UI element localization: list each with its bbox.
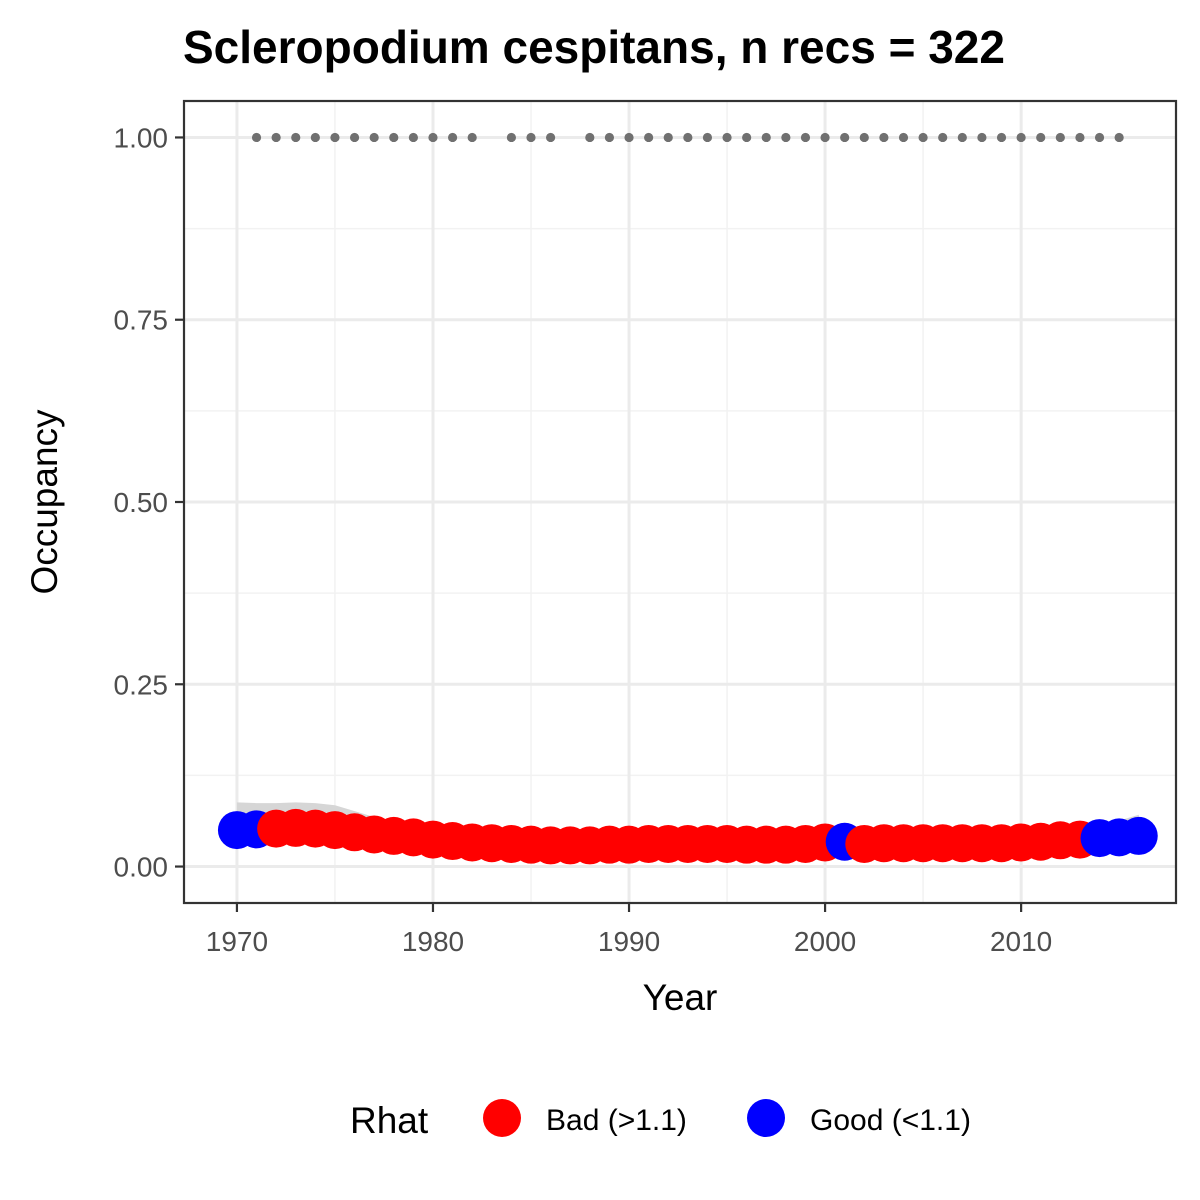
- record-point: [389, 132, 399, 143]
- record-point: [271, 132, 281, 143]
- record-point: [310, 132, 320, 143]
- record-point: [1114, 132, 1124, 143]
- grid-lines: [184, 101, 1176, 903]
- y-tick-label: 0.75: [114, 305, 169, 336]
- record-point: [820, 132, 830, 143]
- record-point: [546, 132, 556, 143]
- legend-label-good: Good (<1.1): [810, 1104, 971, 1137]
- record-point: [644, 132, 654, 143]
- x-tick-label: 1980: [402, 926, 464, 957]
- y-tick-label: 0.25: [114, 669, 169, 700]
- record-point: [996, 132, 1007, 143]
- y-tick-label: 0.50: [114, 487, 169, 518]
- record-point: [1094, 132, 1105, 143]
- x-axis: 1970 1980 1990 2000 2010: [206, 903, 1052, 957]
- legend: Rhat Bad (>1.1) Good (<1.1): [350, 1099, 971, 1141]
- record-point: [977, 132, 987, 143]
- x-tick-label: 1970: [206, 926, 268, 957]
- occupancy-points: [217, 808, 1158, 865]
- legend-key-bad: [483, 1099, 521, 1137]
- record-point: [938, 132, 948, 143]
- y-axis-title: Occupancy: [24, 409, 65, 595]
- record-point: [859, 132, 869, 143]
- record-point: [428, 132, 438, 143]
- record-point: [898, 132, 909, 143]
- record-point: [604, 132, 615, 143]
- y-tick-label: 0.00: [114, 852, 169, 883]
- x-tick-label: 1990: [598, 926, 660, 957]
- record-point: [879, 132, 889, 143]
- record-point: [330, 132, 340, 143]
- record-point: [722, 132, 732, 143]
- occupancy-point-good: [1119, 816, 1158, 855]
- legend-key-good: [747, 1099, 785, 1137]
- record-point: [624, 132, 634, 143]
- record-point: [683, 132, 693, 143]
- record-point: [840, 132, 850, 143]
- record-point: [1016, 132, 1026, 143]
- chart-title: Scleropodium cespitans, n recs = 322: [183, 21, 1005, 73]
- record-point: [800, 132, 811, 143]
- y-tick-label: 1.00: [114, 122, 169, 153]
- record-point: [761, 132, 771, 143]
- record-point: [1055, 132, 1065, 143]
- record-point: [526, 132, 536, 143]
- record-point: [781, 132, 791, 143]
- record-point: [663, 132, 673, 143]
- record-point: [918, 132, 928, 143]
- record-point: [251, 132, 262, 143]
- x-tick-label: 2000: [794, 926, 856, 957]
- record-point: [585, 132, 595, 143]
- legend-title: Rhat: [350, 1100, 429, 1141]
- x-tick-label: 2010: [990, 926, 1052, 957]
- record-point: [369, 132, 379, 143]
- record-point: [957, 132, 967, 143]
- record-markers: [251, 132, 1124, 143]
- record-point: [702, 132, 713, 143]
- record-point: [291, 132, 301, 143]
- y-axis: 0.00 0.25 0.50 0.75 1.00: [114, 122, 184, 883]
- record-point: [742, 132, 752, 143]
- record-point: [1075, 132, 1085, 143]
- record-point: [467, 132, 477, 143]
- record-point: [1036, 132, 1046, 143]
- record-point: [349, 132, 360, 143]
- record-point: [408, 132, 418, 143]
- legend-label-bad: Bad (>1.1): [546, 1104, 687, 1137]
- record-point: [447, 132, 458, 143]
- x-axis-title: Year: [643, 977, 718, 1018]
- record-point: [506, 132, 516, 143]
